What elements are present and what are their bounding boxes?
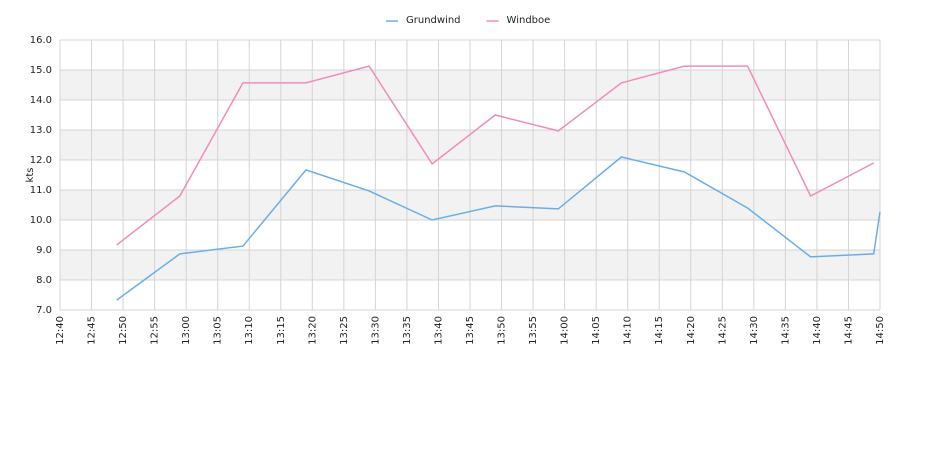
x-tick-label: 13:30 — [370, 316, 381, 345]
x-tick-label: 12:55 — [150, 316, 161, 345]
x-tick-label: 13:25 — [339, 316, 350, 345]
x-tick-label: 14:30 — [749, 316, 760, 345]
y-tick-label: 12.0 — [30, 155, 52, 166]
y-tick-label: 11.0 — [30, 185, 52, 196]
x-tick-label: 12:50 — [118, 316, 129, 345]
x-tick-label: 14:50 — [875, 316, 886, 345]
legend-label: Grundwind — [406, 15, 461, 26]
x-tick-label: 14:35 — [780, 316, 791, 345]
x-tick-label: 12:45 — [87, 316, 98, 345]
y-tick-label: 10.0 — [30, 215, 52, 226]
x-tick-label: 13:45 — [465, 316, 476, 345]
x-tick-label: 14:10 — [623, 316, 634, 345]
x-tick-label: 13:00 — [181, 316, 192, 345]
x-tick-label: 14:00 — [560, 316, 571, 345]
y-tick-label: 7.0 — [36, 305, 52, 316]
x-tick-label: 14:25 — [717, 316, 728, 345]
x-tick-label: 14:45 — [843, 316, 854, 345]
y-tick-label: 14.0 — [30, 95, 52, 106]
legend-label: Windboe — [507, 15, 551, 26]
y-tick-label: 13.0 — [30, 125, 52, 136]
x-tick-label: 13:55 — [528, 316, 539, 345]
x-tick-label: 13:50 — [497, 316, 508, 345]
y-tick-label: 16.0 — [30, 35, 52, 46]
x-tick-label: 14:05 — [591, 316, 602, 345]
y-axis-label: kts — [25, 168, 36, 183]
y-tick-label: 9.0 — [36, 245, 52, 256]
x-tick-label: 13:20 — [307, 316, 318, 345]
x-tick-label: 14:15 — [654, 316, 665, 345]
x-tick-label: 13:40 — [433, 316, 444, 345]
x-tick-label: 12:40 — [55, 316, 66, 345]
x-tick-label: 14:40 — [812, 316, 823, 345]
y-tick-label: 8.0 — [36, 275, 52, 286]
x-tick-label: 13:35 — [402, 316, 413, 345]
x-tick-label: 14:20 — [686, 316, 697, 345]
y-tick-label: 15.0 — [30, 65, 52, 76]
x-tick-label: 13:15 — [276, 316, 287, 345]
series-line — [116, 65, 875, 246]
x-tick-label: 13:10 — [244, 316, 255, 345]
series-line — [116, 156, 881, 301]
x-tick-label: 13:05 — [213, 316, 224, 345]
